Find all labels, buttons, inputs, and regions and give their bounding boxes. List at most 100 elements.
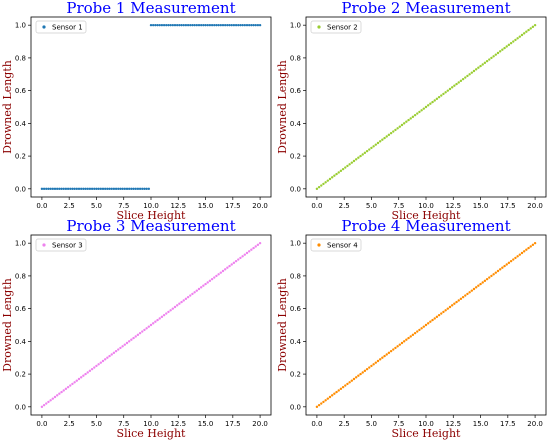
data-point xyxy=(402,122,406,125)
data-point xyxy=(431,100,434,104)
data-point xyxy=(341,385,345,389)
data-point xyxy=(372,363,375,366)
data-point xyxy=(383,354,386,358)
data-point xyxy=(514,256,517,260)
data-point xyxy=(71,382,74,386)
data-point xyxy=(145,187,148,191)
data-point xyxy=(396,345,399,348)
data-point xyxy=(483,279,487,283)
data-point xyxy=(440,312,443,315)
data-point xyxy=(359,154,362,158)
data-point xyxy=(206,281,209,284)
data-point xyxy=(317,403,321,407)
data-point xyxy=(444,91,447,94)
data-point xyxy=(488,58,491,61)
data-point xyxy=(60,390,63,394)
data-point xyxy=(108,187,111,191)
y-tick-label: 0.4 xyxy=(290,120,302,128)
data-point xyxy=(95,187,98,191)
data-point xyxy=(468,73,471,76)
legend-marker xyxy=(317,243,321,247)
data-point xyxy=(73,381,76,384)
data-point xyxy=(372,145,375,148)
data-point xyxy=(346,164,349,168)
data-point xyxy=(527,28,530,32)
data-point xyxy=(230,23,233,27)
data-point xyxy=(101,187,105,191)
data-point xyxy=(446,89,450,92)
data-point xyxy=(383,136,386,140)
data-point xyxy=(429,102,432,105)
data-point xyxy=(97,187,100,191)
chart-title: Probe 3 Measurement xyxy=(66,217,235,235)
x-tick-label: 17.5 xyxy=(225,202,241,210)
data-point xyxy=(221,23,225,27)
data-point xyxy=(450,304,454,307)
data-point xyxy=(223,23,227,27)
data-point xyxy=(418,328,421,332)
x-tick-label: 12.5 xyxy=(170,420,186,428)
data-point xyxy=(501,266,504,269)
data-point xyxy=(389,131,393,135)
data-point xyxy=(498,268,502,271)
data-point xyxy=(221,269,225,273)
data-point xyxy=(531,243,535,247)
y-axis-label: Drowned Length xyxy=(276,60,289,154)
data-point xyxy=(320,402,323,405)
data-point xyxy=(350,379,354,382)
data-point xyxy=(243,23,247,27)
data-point xyxy=(492,55,495,58)
data-point xyxy=(350,161,354,164)
data-point xyxy=(418,110,421,114)
plot-frame xyxy=(30,16,272,198)
data-point xyxy=(206,23,209,27)
x-tick-label: 5.0 xyxy=(366,202,377,210)
data-point xyxy=(151,23,155,27)
data-point xyxy=(448,87,452,91)
data-point xyxy=(151,322,155,325)
data-point xyxy=(435,97,439,101)
data-point xyxy=(184,23,188,27)
y-tick-label: 0.4 xyxy=(15,120,27,128)
data-point xyxy=(258,241,262,245)
data-point xyxy=(167,310,170,314)
data-point xyxy=(444,309,447,312)
data-point xyxy=(199,286,203,289)
data-point xyxy=(217,23,220,27)
data-point xyxy=(413,331,417,335)
data-point xyxy=(335,390,338,394)
data-point xyxy=(368,148,371,151)
data-point xyxy=(252,246,255,250)
x-tick-label: 20.0 xyxy=(527,202,543,210)
data-point xyxy=(66,385,70,389)
data-point xyxy=(374,361,378,364)
data-point xyxy=(110,187,113,191)
data-point xyxy=(239,256,242,260)
data-point xyxy=(474,286,478,289)
panel-3: Probe 3 Measurement 0.0 2.5 5.0 7.5 10.0 12.5 1… xyxy=(1,217,272,440)
data-point xyxy=(239,23,242,27)
data-point xyxy=(82,374,85,377)
data-point xyxy=(477,284,480,287)
x-tick-label: 10.0 xyxy=(143,202,159,210)
x-tick-label: 15.0 xyxy=(473,202,489,210)
y-tick-label: 1.0 xyxy=(15,240,26,248)
y-axis-label: Drowned Length xyxy=(276,278,289,372)
data-point xyxy=(525,248,528,251)
data-point xyxy=(217,273,220,276)
data-point xyxy=(361,153,364,156)
panel-2: Probe 2 Measurement 0.0 2.5 5.0 7.5 10.0 12.5 1… xyxy=(276,0,547,222)
data-point xyxy=(230,263,233,266)
data-point xyxy=(149,323,153,327)
data-point xyxy=(232,261,236,265)
data-point xyxy=(470,71,474,74)
data-point xyxy=(464,294,467,297)
data-point xyxy=(368,366,371,369)
data-point xyxy=(169,309,172,312)
data-point xyxy=(165,23,168,27)
data-point xyxy=(186,23,190,27)
data-point xyxy=(481,281,484,284)
data-point xyxy=(525,30,528,33)
x-tick-label: 12.5 xyxy=(170,202,186,210)
